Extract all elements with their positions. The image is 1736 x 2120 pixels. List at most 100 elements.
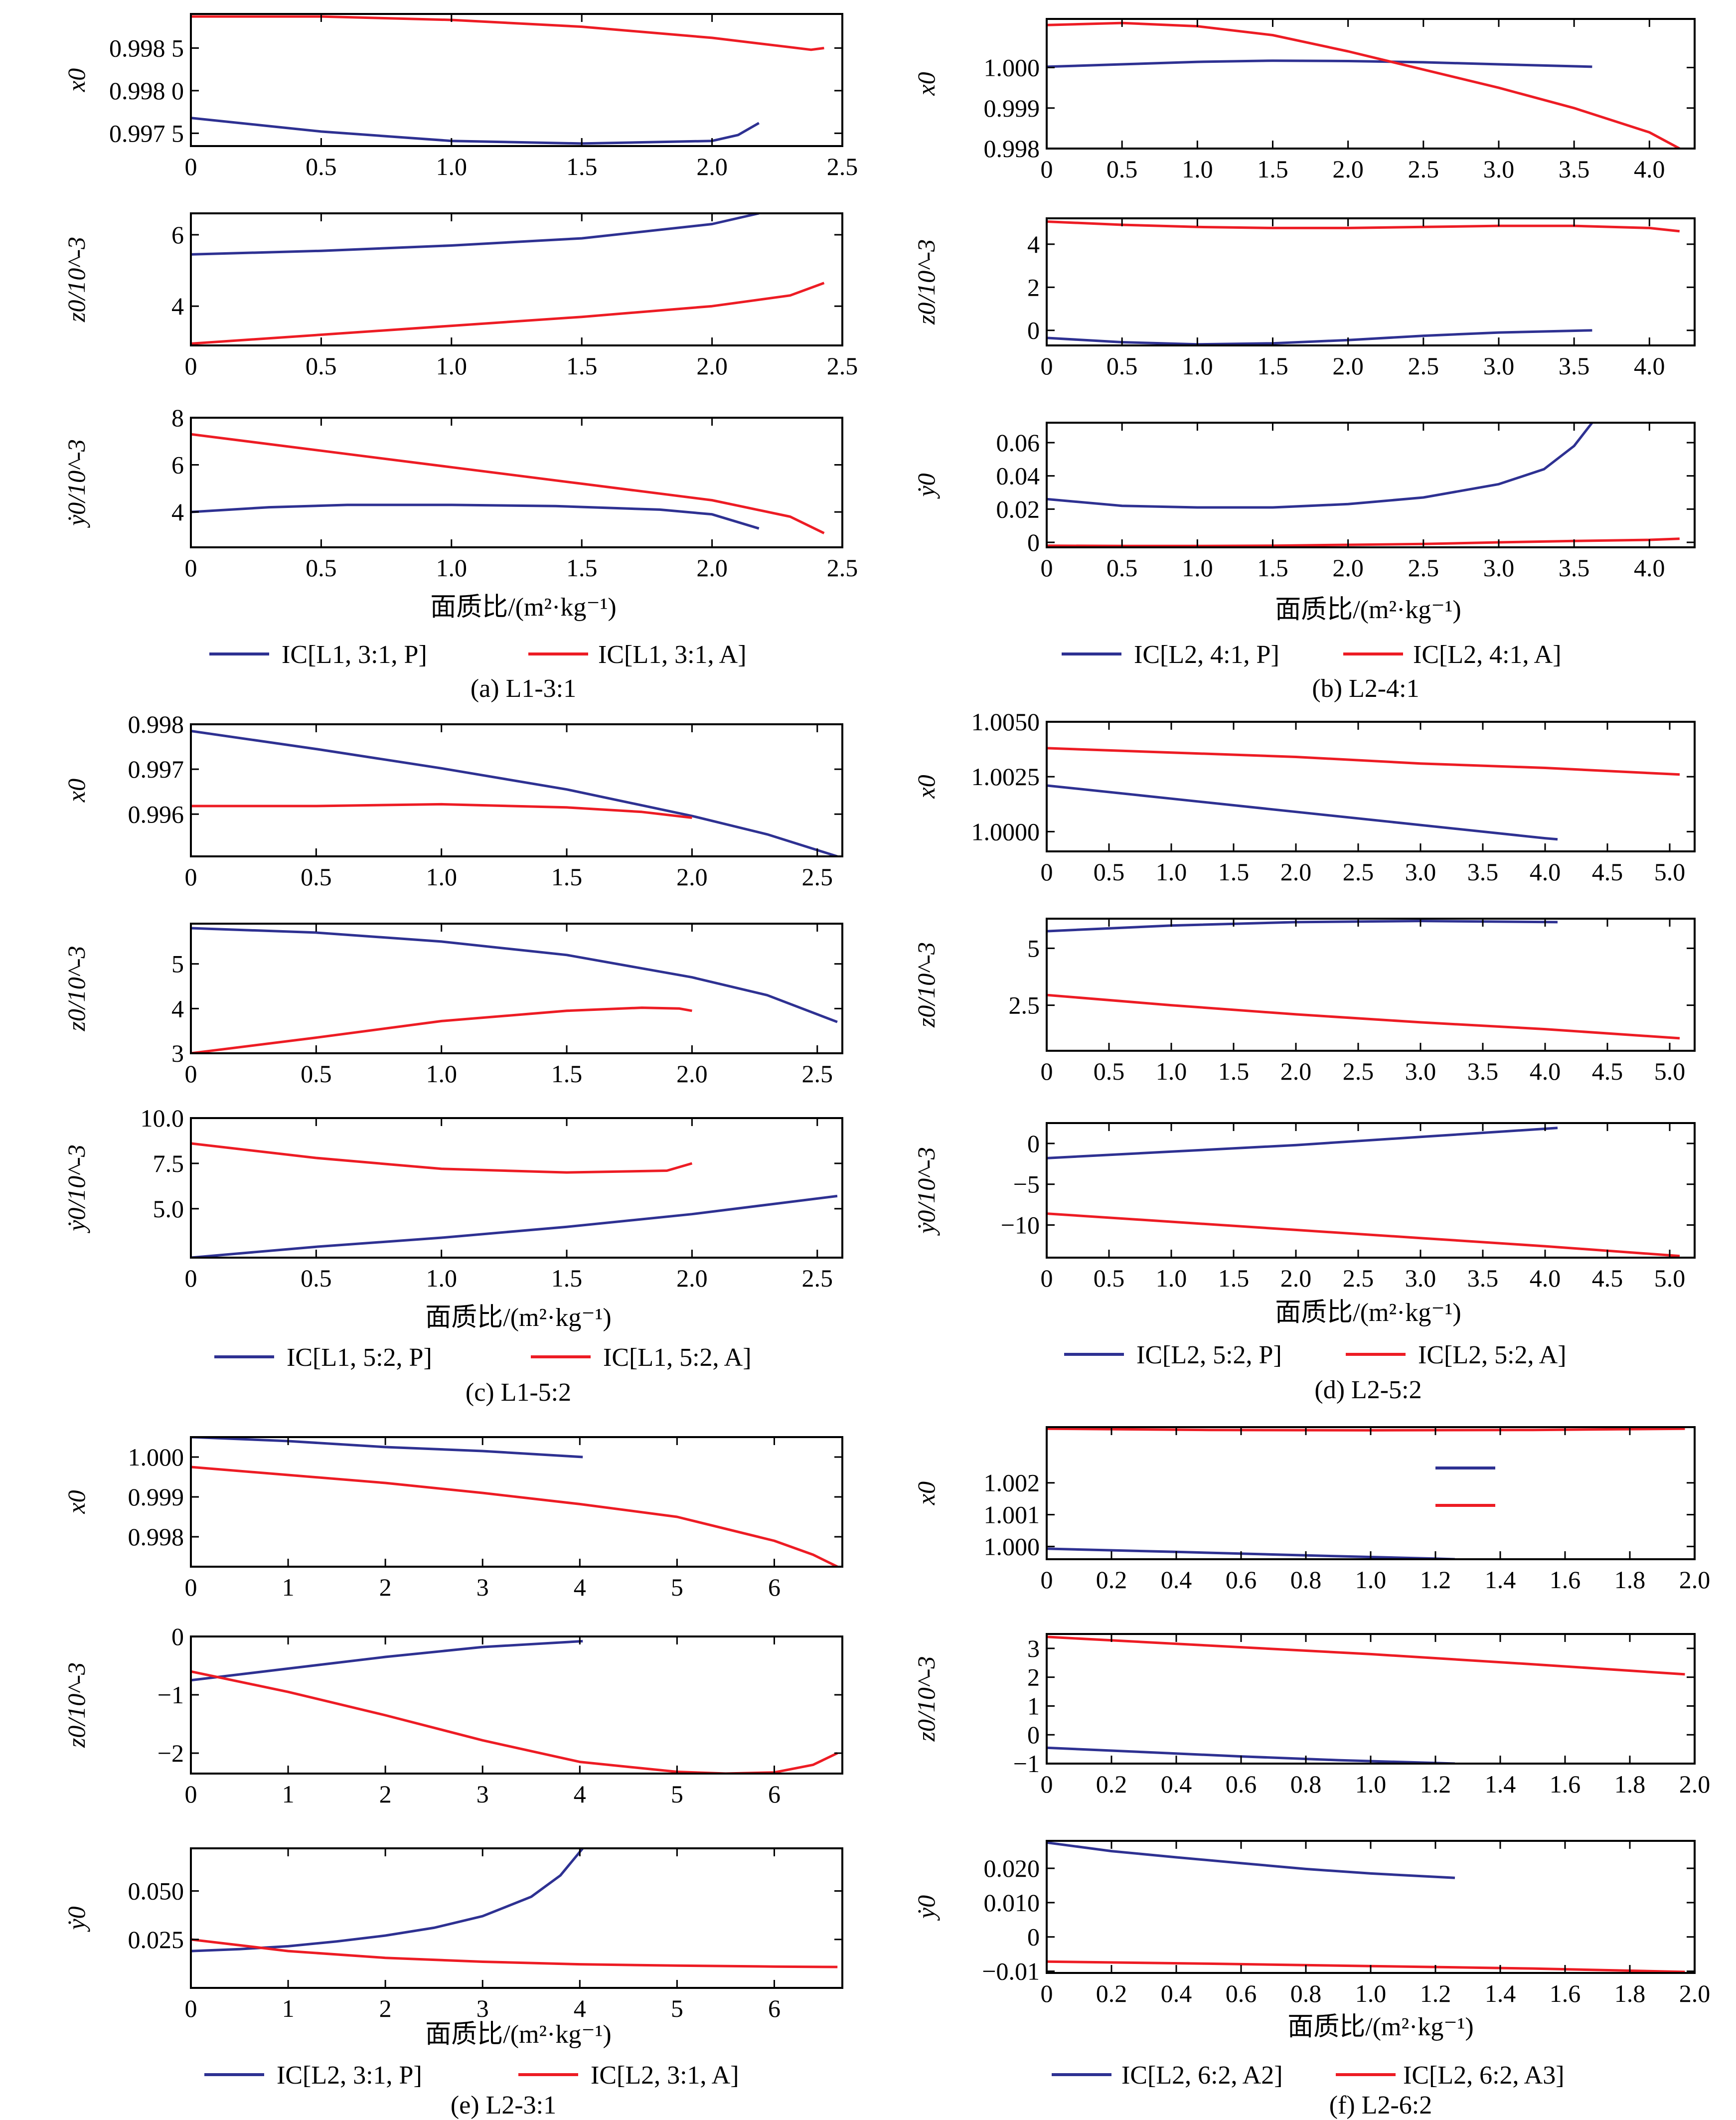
y-tick-label: −5: [1013, 1170, 1040, 1198]
y-tick-label: 0.996: [128, 800, 184, 828]
series-line-0: [191, 730, 838, 856]
y-tick-label: 0: [1027, 1721, 1040, 1749]
panel-c: 0 0.5 1.0 1.5 2.0 2.5 0.996 0.997 0.998 x0 0 0.5 1.…: [62, 710, 843, 1407]
x-tick-label: 2.0: [1679, 1979, 1711, 2007]
x-tick-label: 0.6: [1226, 1770, 1257, 1798]
x-tick-label: 5: [671, 1780, 683, 1808]
x-tick-label: 2.0: [676, 1060, 708, 1088]
x-tick-label: 0: [185, 1264, 197, 1292]
y-tick-label: −1: [158, 1681, 184, 1709]
x-tick-label: 5.0: [1654, 858, 1686, 886]
x-tick-label: 0.2: [1096, 1979, 1127, 2007]
x-tick-label: 1.0: [1156, 1057, 1187, 1085]
subplot-f-z0: 0 0.2 0.4 0.6 0.8 1.0 1.2 1.4 1.6 1.8 2.0−10123z0/…: [912, 1633, 1711, 1798]
x-tick-label: 1.0: [1182, 554, 1213, 582]
x-tick-label: 1.4: [1485, 1770, 1516, 1798]
x-tick-label: 0: [1041, 1264, 1053, 1292]
x-tick-label: 1.5: [1218, 1264, 1250, 1292]
y-tick-label: 0.998: [984, 135, 1040, 163]
axes-frame: [190, 1635, 843, 1775]
series-line-1: [1047, 1427, 1685, 1432]
y-tick-label: 0: [1027, 1130, 1040, 1157]
subplot-b-x0: 0 0.5 1.0 1.5 2.0 2.5 3.0 3.5 4.0 0.998 0.999 1.000…: [912, 18, 1696, 183]
xlabel-panel-c: 面质比/(m²·kg⁻¹): [425, 1304, 611, 1332]
subplot-f-x0: 0 0.2 0.4 0.6 0.8 1.0 1.2 1.4 1.6 1.8 2.0 1.000 1.00…: [912, 1426, 1711, 1594]
x-tick-label: 2.5: [1408, 554, 1439, 582]
x-tick-label: 0: [1041, 1057, 1053, 1085]
series-line-0: [1047, 784, 1558, 841]
axes-frame: [1046, 918, 1696, 1052]
x-tick-label: 3: [476, 1573, 489, 1601]
x-tick-label: 3.0: [1483, 352, 1515, 380]
y-tick-label: 7.5: [153, 1149, 184, 1177]
x-tick-label: 1.0: [436, 153, 468, 180]
y-axis-label: x0: [912, 1481, 940, 1505]
y-axis-label: ẏ0/10^-3: [62, 1144, 90, 1234]
y-tick-label: 5: [1027, 934, 1040, 962]
x-tick-label: 1.5: [566, 153, 598, 180]
subplot-c-z0: 0 0.5 1.0 1.5 2.0 2.5 3 4 5 z0/10^-3: [62, 923, 843, 1088]
series-line-0: [1047, 1127, 1558, 1159]
y-tick-label: 0.997: [128, 755, 184, 783]
axes-frame: [1046, 217, 1696, 346]
x-tick-label: 3.0: [1405, 858, 1436, 886]
xlabel-panel-e: 面质比/(m²·kg⁻¹): [425, 2020, 611, 2049]
x-tick-label: 1.5: [566, 554, 598, 582]
y-tick-label: 1.000: [984, 54, 1040, 82]
x-tick-label: 2.0: [1679, 1566, 1711, 1594]
x-tick-label: 1.0: [426, 863, 457, 891]
legend-label-1: IC[L1, 5:2, A]: [603, 1343, 752, 1372]
y-axis-label: ẏ0: [912, 473, 940, 499]
x-tick-label: 2.0: [696, 554, 728, 582]
x-tick-label: 4.0: [1530, 1057, 1561, 1085]
x-tick-label: 0: [185, 863, 197, 891]
x-tick-label: 3.5: [1559, 155, 1590, 183]
x-tick-label: 0: [185, 1780, 197, 1808]
x-tick-label: 1.5: [551, 1264, 583, 1292]
x-tick-label: 0: [1041, 1566, 1053, 1594]
y-tick-label: −1: [1013, 1750, 1040, 1778]
y-tick-label: 0.997 5: [109, 119, 184, 147]
x-tick-label: 3.0: [1405, 1057, 1436, 1085]
y-tick-label: 0: [1027, 528, 1040, 556]
x-tick-label: 2: [379, 1994, 392, 2022]
x-tick-label: 3.0: [1405, 1264, 1436, 1292]
x-tick-label: 0.5: [306, 554, 337, 582]
series-line-0: [1047, 1746, 1455, 1764]
x-tick-label: 0: [185, 1060, 197, 1088]
y-tick-label: 0: [1027, 1923, 1040, 1951]
y-tick-label: 6: [171, 451, 184, 479]
x-tick-label: 2.0: [1679, 1770, 1711, 1798]
x-tick-label: 0: [185, 1994, 197, 2022]
x-tick-label: 0.5: [1094, 858, 1125, 886]
x-tick-label: 1.0: [436, 352, 468, 380]
axes-frame: [190, 13, 843, 147]
x-tick-label: 4.0: [1530, 858, 1561, 886]
x-tick-label: 0.5: [1094, 1057, 1125, 1085]
y-tick-label: −0.01: [982, 1957, 1040, 1985]
x-tick-label: 4.0: [1634, 554, 1665, 582]
y-axis-label: z0/10^-3: [62, 1662, 90, 1748]
x-tick-label: 0.5: [1106, 155, 1138, 183]
x-tick-label: 0: [185, 1573, 197, 1601]
axes-frame: [190, 723, 843, 857]
x-tick-label: 2: [379, 1573, 392, 1601]
series-line-1: [191, 15, 824, 51]
series-line-1: [1047, 21, 1680, 149]
series-line-1: [1047, 1635, 1685, 1676]
subplot-d-ydot0: 0 0.5 1.0 1.5 2.0 2.5 3.0 3.5 4.0 4.5 5.0 −10 −5 0 ẏ0/…: [912, 1122, 1696, 1292]
x-tick-label: 0: [185, 554, 197, 582]
legend-label-0: IC[L2, 6:2, A2]: [1121, 2061, 1283, 2090]
x-tick-label: 5.0: [1654, 1264, 1686, 1292]
legend-label-1: IC[L1, 3:1, A]: [598, 641, 747, 669]
x-tick-label: 1.2: [1420, 1979, 1451, 2007]
x-tick-label: 0.4: [1161, 1979, 1192, 2007]
caption-panel-e: (e) L2-3:1: [451, 2091, 556, 2120]
x-tick-label: 0: [1041, 1770, 1053, 1798]
y-tick-label: 0.04: [996, 462, 1040, 490]
x-tick-label: 2.5: [1343, 1057, 1374, 1085]
x-tick-label: 1.0: [436, 554, 468, 582]
x-tick-label: 2.5: [1408, 352, 1439, 380]
y-axis-label: z0/10^-3: [912, 1656, 940, 1742]
series-line-0: [1047, 329, 1592, 345]
